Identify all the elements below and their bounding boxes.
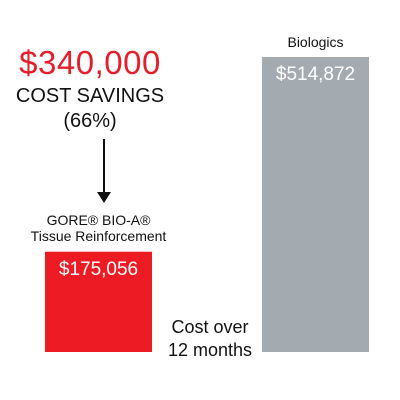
down-arrow-shaft (103, 139, 105, 194)
bar-category-label-0: GORE® BIO-A® Tissue Reinforcement (4, 212, 194, 246)
bar-category-line: GORE® BIO-A® (46, 211, 151, 228)
bar-1 (262, 57, 369, 352)
cost-caption-line1: Cost over (171, 317, 249, 337)
savings-amount: $340,000 (19, 44, 161, 81)
bar-category-label-1: Biologics (221, 34, 400, 51)
savings-label: COST SAVINGS (15, 85, 165, 107)
bar-category-line: Tissue Reinforcement (30, 228, 167, 245)
cost-caption-line2: 12 months (167, 339, 253, 360)
bar-0 (45, 251, 152, 352)
down-arrow-icon (97, 192, 111, 203)
cost-caption: Cost over 12 months (155, 316, 265, 361)
bar-category-line: Biologics (287, 34, 344, 50)
bar-value-label-0: $175,056 (58, 258, 139, 280)
savings-percent: (66%) (63, 110, 117, 132)
bar-value-label-1: $514,872 (275, 64, 356, 85)
